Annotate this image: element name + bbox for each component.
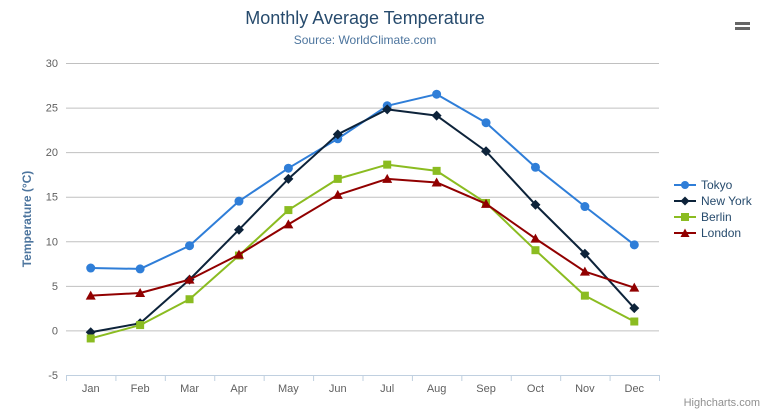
point-new-york-nov[interactable] bbox=[579, 248, 590, 259]
series-line-london bbox=[89, 177, 636, 297]
tokyo-series-marker-icon bbox=[674, 181, 696, 189]
y-axis-label: -5 bbox=[48, 370, 58, 382]
legend-item-london[interactable]: London bbox=[674, 225, 752, 241]
x-axis-label: Mar bbox=[180, 383, 199, 395]
y-axis-label: 5 bbox=[52, 281, 58, 293]
point-london-sep[interactable] bbox=[481, 198, 492, 208]
london-series-marker-icon bbox=[674, 228, 696, 237]
chart-subtitle: Source: WorldClimate.com bbox=[293, 33, 437, 47]
point-berlin-may[interactable] bbox=[284, 206, 293, 215]
y-axis-label: 25 bbox=[46, 103, 58, 115]
point-tokyo-oct[interactable] bbox=[530, 162, 540, 172]
point-berlin-jan[interactable] bbox=[86, 334, 95, 343]
x-axis-label: Jul bbox=[380, 383, 394, 395]
point-tokyo-mar[interactable] bbox=[185, 241, 195, 251]
x-axis-label: May bbox=[278, 383, 299, 395]
credits-link[interactable]: Highcharts.com bbox=[683, 397, 760, 409]
point-london-mar[interactable] bbox=[184, 274, 195, 284]
point-tokyo-may[interactable] bbox=[283, 163, 293, 173]
chart-title: Monthly Average Temperature bbox=[245, 8, 485, 28]
point-new-york-dec[interactable] bbox=[629, 303, 640, 314]
x-axis-label: Aug bbox=[427, 383, 447, 395]
legend-item-new-york[interactable]: New York bbox=[674, 193, 752, 209]
y-axis-label: 10 bbox=[46, 236, 58, 248]
x-axis-label: Oct bbox=[527, 383, 544, 395]
series-line-new-york bbox=[89, 108, 636, 334]
legend-item-tokyo[interactable]: Tokyo bbox=[674, 177, 752, 193]
point-london-jan[interactable] bbox=[85, 290, 96, 300]
point-berlin-oct[interactable] bbox=[531, 246, 540, 255]
legend-label: Tokyo bbox=[701, 178, 733, 192]
point-tokyo-dec[interactable] bbox=[629, 240, 639, 250]
x-axis-label: Dec bbox=[625, 383, 645, 395]
point-berlin-nov[interactable] bbox=[580, 291, 589, 300]
y-axis-label: 15 bbox=[46, 192, 58, 204]
legend-item-berlin[interactable]: Berlin bbox=[674, 209, 752, 225]
y-axis-label: 20 bbox=[46, 147, 58, 159]
x-axis-label: Apr bbox=[230, 383, 247, 395]
point-new-york-oct[interactable] bbox=[530, 199, 541, 210]
point-london-aug[interactable] bbox=[431, 177, 442, 187]
legend: Tokyo New York Berlin London bbox=[674, 177, 752, 241]
point-london-dec[interactable] bbox=[629, 282, 640, 292]
point-london-may[interactable] bbox=[283, 219, 294, 229]
y-axis-label: 30 bbox=[46, 58, 58, 70]
point-berlin-dec[interactable] bbox=[630, 317, 639, 326]
x-axis-label: Jan bbox=[82, 383, 100, 395]
point-london-feb[interactable] bbox=[135, 287, 146, 297]
x-axis-label: Sep bbox=[476, 383, 496, 395]
y-axis-label: 0 bbox=[52, 325, 58, 337]
series-line-tokyo bbox=[89, 93, 636, 270]
point-berlin-jun[interactable] bbox=[333, 174, 342, 183]
point-london-nov[interactable] bbox=[579, 266, 590, 276]
point-new-york-may[interactable] bbox=[283, 173, 294, 184]
point-london-jul[interactable] bbox=[382, 173, 393, 183]
point-london-jun[interactable] bbox=[332, 189, 343, 199]
point-new-york-jul[interactable] bbox=[382, 104, 393, 115]
point-new-york-apr[interactable] bbox=[233, 224, 244, 235]
point-new-york-aug[interactable] bbox=[431, 110, 442, 121]
point-london-apr[interactable] bbox=[233, 249, 244, 259]
legend-label: London bbox=[701, 226, 742, 240]
point-tokyo-sep[interactable] bbox=[481, 118, 491, 128]
export-menu-button[interactable] bbox=[734, 20, 751, 34]
point-tokyo-feb[interactable] bbox=[135, 264, 145, 274]
point-tokyo-aug[interactable] bbox=[432, 89, 442, 99]
point-berlin-mar[interactable] bbox=[185, 295, 194, 304]
x-axis-label: Nov bbox=[575, 383, 595, 395]
point-berlin-jul[interactable] bbox=[383, 160, 392, 169]
point-tokyo-nov[interactable] bbox=[580, 202, 590, 212]
point-tokyo-jan[interactable] bbox=[86, 263, 96, 273]
x-axis-label: Jun bbox=[329, 383, 347, 395]
y-axis-title: Temperature (°C) bbox=[20, 170, 34, 268]
series-line-berlin bbox=[89, 163, 636, 340]
point-london-oct[interactable] bbox=[530, 233, 541, 243]
point-berlin-feb[interactable] bbox=[136, 321, 145, 330]
legend-label: New York bbox=[701, 194, 752, 208]
point-new-york-jun[interactable] bbox=[332, 129, 343, 140]
x-axis-label: Feb bbox=[131, 383, 150, 395]
new-york-series-marker-icon bbox=[674, 196, 696, 206]
point-tokyo-apr[interactable] bbox=[234, 196, 244, 206]
point-new-york-sep[interactable] bbox=[481, 146, 492, 157]
berlin-series-marker-icon bbox=[674, 213, 696, 221]
legend-label: Berlin bbox=[701, 210, 732, 224]
hamburger-menu-icon bbox=[734, 22, 751, 30]
point-berlin-aug[interactable] bbox=[432, 166, 441, 175]
